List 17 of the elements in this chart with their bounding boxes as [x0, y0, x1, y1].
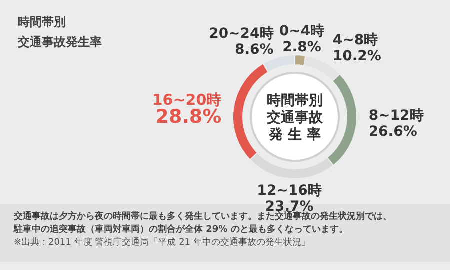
text: 駐車中の追突事故（車両対車両）の割合が全体 29% のと最も多くなっています。: [13, 224, 348, 235]
text: ※出典：2011 年度 警視庁交通局「平成 21 年中の交通事故の発生状況」: [14, 237, 310, 248]
data-label: 26.6%: [368, 124, 418, 140]
data-label: 8.6%: [234, 42, 274, 58]
text: 交通事故発生率: [17, 35, 102, 49]
text: 交通事故: [266, 109, 324, 126]
slice-label: 12~16時: [257, 182, 322, 199]
text: 時間帯別: [267, 93, 323, 109]
slice-label: 0~4時: [279, 23, 325, 40]
slice-label: 20~24時: [209, 26, 274, 42]
slice-label: 16~20時: [152, 90, 222, 109]
data-label: 10.2%: [332, 48, 382, 65]
text: 発 生 率: [268, 126, 321, 143]
slice-label: 8~12時: [368, 108, 424, 124]
data-label: 2.8%: [282, 39, 322, 56]
text: 時間帯別: [18, 15, 66, 29]
slice-label: 4~8時: [332, 32, 378, 49]
